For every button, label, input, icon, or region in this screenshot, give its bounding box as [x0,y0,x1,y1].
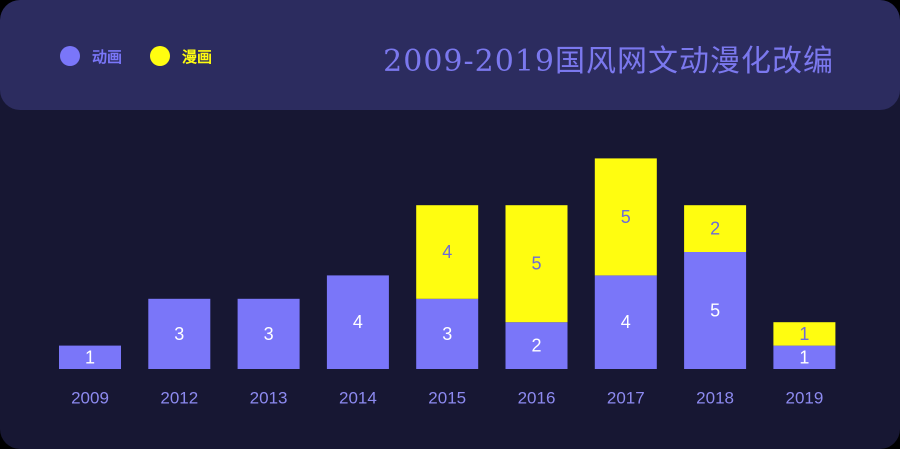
x-tick-label-2013: 2013 [250,389,288,408]
data-label-manga-2016: 5 [531,254,541,274]
data-label-anime-2018: 5 [710,301,720,321]
x-tick-label-2017: 2017 [607,389,645,408]
bar-manga-2016 [505,205,568,323]
data-label-manga-2017: 5 [621,207,631,227]
data-label-anime-2017: 4 [621,312,631,332]
bar-manga-2017 [594,158,657,276]
legend-label-manga: 漫画 [182,48,213,66]
data-label-anime-2019: 1 [799,347,809,367]
x-tick-label-2014: 2014 [339,389,377,408]
chart-title: 2009-2019国风网文动漫化改编 [383,44,834,79]
bar-anime-2015 [416,298,479,369]
bar-anime-2014 [326,275,389,369]
legend-item-manga: 漫画 [150,44,212,68]
bar-anime-2012 [148,298,211,369]
x-tick-label-2016: 2016 [518,389,556,408]
data-label-anime-2015: 3 [442,324,452,344]
legend-label-anime: 动画 [92,48,123,66]
legend-swatch-manga [150,46,170,66]
data-label-anime-2013: 3 [264,324,274,344]
bar-anime-2009 [59,345,121,369]
data-label-anime-2009: 1 [85,347,95,367]
x-tick-label-2009: 2009 [71,389,109,408]
data-label-manga-2015: 4 [442,242,452,262]
bar-anime-2016 [505,322,568,369]
bar-anime-2018 [684,252,747,369]
legend-swatch-anime [60,46,80,66]
x-tick-label-2012: 2012 [160,389,198,408]
data-label-anime-2014: 4 [353,312,363,332]
data-label-manga-2018: 2 [710,219,720,239]
legend-item-anime: 动画 [60,44,122,68]
x-tick-label-2018: 2018 [696,389,734,408]
bar-anime-2019 [773,345,836,369]
x-tick-label-2019: 2019 [785,389,823,408]
x-tick-label-2015: 2015 [428,389,466,408]
data-label-anime-2016: 2 [531,336,541,356]
header-panel: 动画 漫画 2009-2019国风网文动漫化改编 [0,0,900,110]
bar-manga-2019 [773,322,836,346]
data-label-manga-2019: 1 [799,324,809,344]
bar-manga-2018 [684,205,747,252]
bar-anime-2017 [594,275,657,369]
data-label-anime-2012: 3 [174,324,184,344]
bar-anime-2013 [237,298,300,369]
bar-manga-2015 [416,205,479,299]
